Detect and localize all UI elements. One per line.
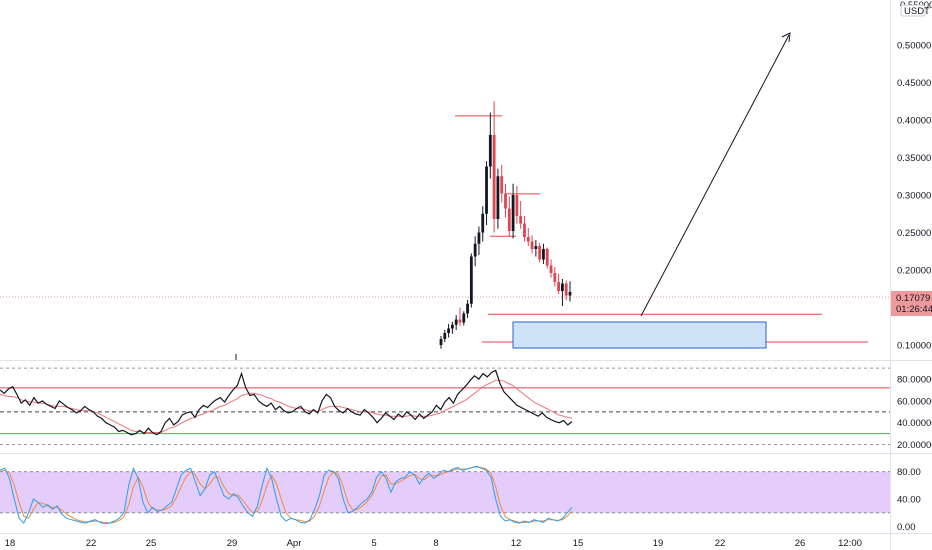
time-tick-label: Apr xyxy=(287,538,302,549)
time-tick-label: 18 xyxy=(5,538,16,549)
candle-body xyxy=(557,282,561,291)
candle-body xyxy=(507,208,511,231)
candle-body xyxy=(496,176,500,219)
candle-body xyxy=(523,223,526,237)
price-tick-label: 0.50000 xyxy=(897,41,931,52)
rsi-ma-line xyxy=(0,379,573,433)
time-tick-label: 5 xyxy=(371,538,376,549)
price-tick-label: 0.35000 xyxy=(897,153,931,164)
candle-body xyxy=(469,256,473,304)
time-tick-label: 12:00 xyxy=(838,538,862,549)
price-tick-label: 0.10000 xyxy=(897,341,931,352)
time-axis[interactable]: 18 22 25 29 Apr 5 8 12 15 19 22 26 12:00 xyxy=(5,538,862,549)
candle-body xyxy=(485,166,488,214)
candle-body xyxy=(526,237,530,242)
candle-body xyxy=(534,246,538,249)
current-price-countdown: 01:26:44 xyxy=(896,304,932,315)
candle-body xyxy=(549,265,553,273)
time-tick-label: 15 xyxy=(573,538,584,549)
support-zone-box[interactable] xyxy=(512,321,767,349)
candle-body xyxy=(481,213,485,233)
candle-body xyxy=(477,232,481,244)
time-tick-label: 19 xyxy=(653,538,664,549)
arrow-head-icon xyxy=(781,32,791,43)
candle-body xyxy=(504,193,507,209)
candlestick-pane[interactable] xyxy=(0,32,890,360)
currency-badge[interactable]: USDT xyxy=(900,4,930,17)
candle-body xyxy=(443,333,447,339)
candles xyxy=(439,101,572,349)
candle-body xyxy=(447,328,450,333)
currency-label: USDT xyxy=(904,6,930,17)
candle-body xyxy=(568,291,572,296)
candle-body xyxy=(519,216,523,224)
price-tick-label: 0.25000 xyxy=(897,228,931,239)
price-tick-label: 0.30000 xyxy=(897,191,931,202)
candle-body xyxy=(462,313,466,323)
candle-body xyxy=(530,241,534,249)
candle-body xyxy=(454,319,458,325)
candle-body xyxy=(553,273,557,282)
time-tick-label: 22 xyxy=(715,538,726,549)
candle-body xyxy=(466,303,469,314)
time-tick-label: 8 xyxy=(433,538,438,549)
candle-body xyxy=(515,195,519,216)
stoch-rsi-pane[interactable] xyxy=(0,465,890,525)
stoch-tick-label: 0.00 xyxy=(897,522,916,533)
stoch-d-line xyxy=(0,466,573,524)
candle-body xyxy=(439,339,443,345)
candle-body xyxy=(488,135,492,167)
candle-body xyxy=(450,324,454,329)
price-tick-label: 0.20000 xyxy=(897,266,931,277)
projection-arrow[interactable] xyxy=(640,32,791,317)
stoch-band xyxy=(0,471,890,513)
candle-body xyxy=(473,243,477,257)
rsi-line xyxy=(0,369,573,436)
candle-body xyxy=(542,249,545,260)
stoch-k-line xyxy=(0,465,573,525)
current-price-value: 0.17079 xyxy=(896,293,930,304)
candle-body xyxy=(492,135,496,219)
candle-body xyxy=(545,249,549,266)
stoch-axis[interactable]: 80.00 40.00 0.00 xyxy=(897,467,921,533)
time-tick-label: 26 xyxy=(795,538,806,549)
time-tick-label: 12 xyxy=(511,538,522,549)
candle-body xyxy=(538,246,542,260)
time-tick-label: 25 xyxy=(146,538,157,549)
candle-body xyxy=(561,283,564,291)
stoch-tick-label: 80.00 xyxy=(897,467,921,478)
price-tick-label: 0.40000 xyxy=(897,116,931,127)
time-tick-label: 29 xyxy=(227,538,238,549)
rsi-pane[interactable] xyxy=(0,367,890,446)
horizontal-levels[interactable] xyxy=(455,115,868,343)
candle-body xyxy=(458,319,462,323)
price-tick-label: 0.45000 xyxy=(897,78,931,89)
candle-body xyxy=(500,176,504,194)
stoch-tick-label: 40.00 xyxy=(897,495,921,506)
rsi-levels xyxy=(0,367,890,446)
current-price-label: 0.17079 01:26:44 xyxy=(891,291,932,316)
candle-body xyxy=(564,283,568,296)
time-tick-label: 22 xyxy=(86,538,97,549)
candle-body xyxy=(511,195,515,231)
